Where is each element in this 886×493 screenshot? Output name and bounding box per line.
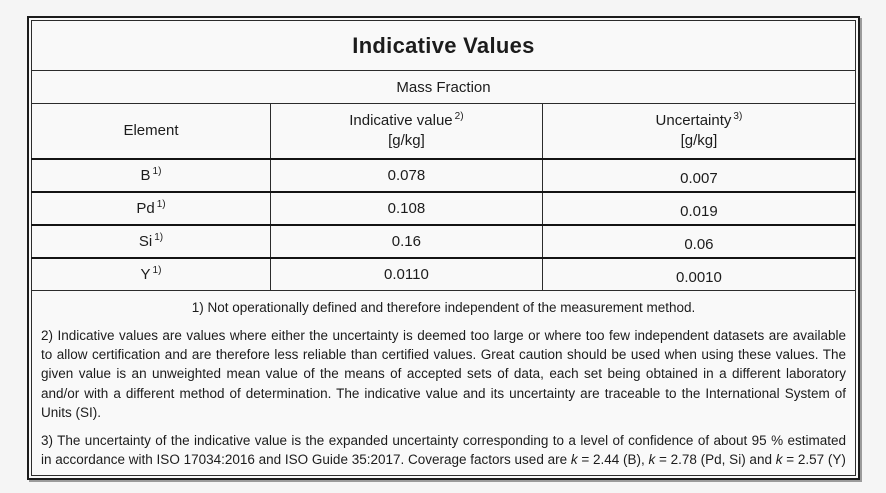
column-header-indicative-value: Indicative value 2) [g/kg] [269, 103, 543, 159]
element-symbol: Pd [136, 199, 155, 217]
element-cell: B 1) [31, 157, 271, 192]
footnote-2: 2) Indicative values are values where ei… [41, 328, 846, 420]
column-header-uncertainty: Uncertainty 3) [g/kg] [541, 103, 857, 159]
coverage-factor-k: k [775, 452, 783, 468]
table-row-B: B 1) 0.078 0.007 [31, 157, 857, 192]
uncertainty-cell: 0.0010 [541, 256, 857, 291]
table-subtitle: Mass Fraction [31, 70, 856, 104]
coverage-factor-k: k [648, 452, 656, 468]
table-row-Y: Y 1) 0.0110 0.0010 [31, 256, 857, 291]
coverage-factor-k: k [570, 452, 578, 468]
indicative-values-table: Indicative Values Mass Fraction Element … [31, 20, 857, 477]
footnote-3-text: = 2.78 (Pd, Si) and [655, 452, 776, 468]
footnote-3-text: 3) The uncertainty of the indicative val… [41, 432, 846, 468]
footnote-marker-1: 1) [152, 264, 162, 276]
footnotes-section: 1) Not operationally defined and therefo… [31, 289, 856, 477]
footnote-marker-1: 1) [154, 231, 164, 243]
element-symbol: B [140, 166, 151, 184]
indicative-value-cell: 0.0110 [269, 256, 543, 291]
table-title: Indicative Values [31, 20, 856, 71]
footnote-marker-3: 3) [733, 110, 743, 122]
footnote-3: 3) The uncertainty of the indicative val… [41, 431, 846, 469]
table-row-Pd: Pd 1) 0.108 0.019 [31, 190, 857, 225]
column-header-element: Element [31, 103, 271, 159]
footnote-1: 1) Not operationally defined and therefo… [191, 300, 696, 315]
indicative-value-cell: 0.16 [269, 223, 543, 258]
footnote-marker-2: 2) [454, 110, 464, 122]
uncertainty-cell: 0.06 [541, 223, 857, 258]
uncertainty-cell: 0.007 [541, 157, 857, 192]
element-cell: Y 1) [31, 256, 271, 291]
footnote-3-text: = 2.57 (Y) [782, 452, 846, 468]
uncertainty-header-label: Uncertainty [655, 111, 732, 129]
footnotes-row: 1) Not operationally defined and therefo… [31, 289, 856, 477]
element-cell: Pd 1) [31, 190, 271, 225]
indicative-header-label: Indicative value [349, 111, 453, 129]
subtitle-row: Mass Fraction [31, 70, 856, 104]
table-row-Si: Si 1) 0.16 0.06 [31, 223, 857, 258]
uncertainty-cell: 0.019 [541, 190, 857, 225]
element-symbol: Si [138, 232, 153, 250]
header-row: Element Indicative value 2) [g/kg] Uncerta… [31, 103, 857, 159]
indicative-header-unit: [g/kg] [388, 131, 425, 149]
element-header-label: Element [123, 121, 179, 139]
uncertainty-header-unit: [g/kg] [680, 131, 718, 149]
title-row: Indicative Values [31, 20, 856, 71]
indicative-value-cell: 0.078 [269, 157, 543, 192]
footnote-3-text: = 2.44 (B), [577, 452, 649, 468]
document-frame: Indicative Values Mass Fraction Element … [27, 16, 860, 480]
footnote-marker-1: 1) [152, 165, 162, 177]
indicative-value-cell: 0.108 [269, 190, 543, 225]
element-cell: Si 1) [31, 223, 271, 258]
footnote-marker-1: 1) [156, 198, 166, 210]
element-symbol: Y [140, 265, 151, 283]
